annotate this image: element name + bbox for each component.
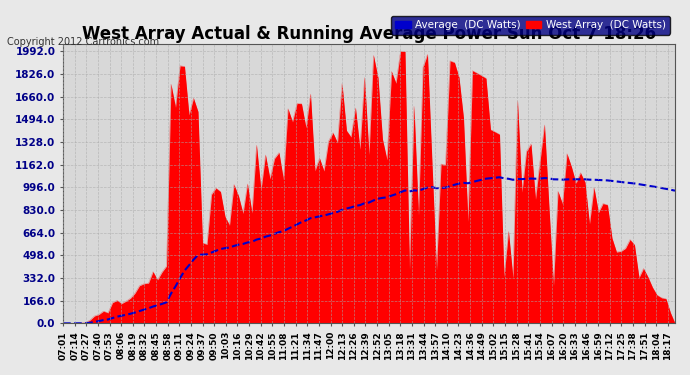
Title: West Array Actual & Running Average Power Sun Oct 7 18:26: West Array Actual & Running Average Powe… xyxy=(82,25,656,43)
Text: Copyright 2012 Cartronics.com: Copyright 2012 Cartronics.com xyxy=(7,37,159,47)
Legend: Average  (DC Watts), West Array  (DC Watts): Average (DC Watts), West Array (DC Watts… xyxy=(391,16,670,34)
